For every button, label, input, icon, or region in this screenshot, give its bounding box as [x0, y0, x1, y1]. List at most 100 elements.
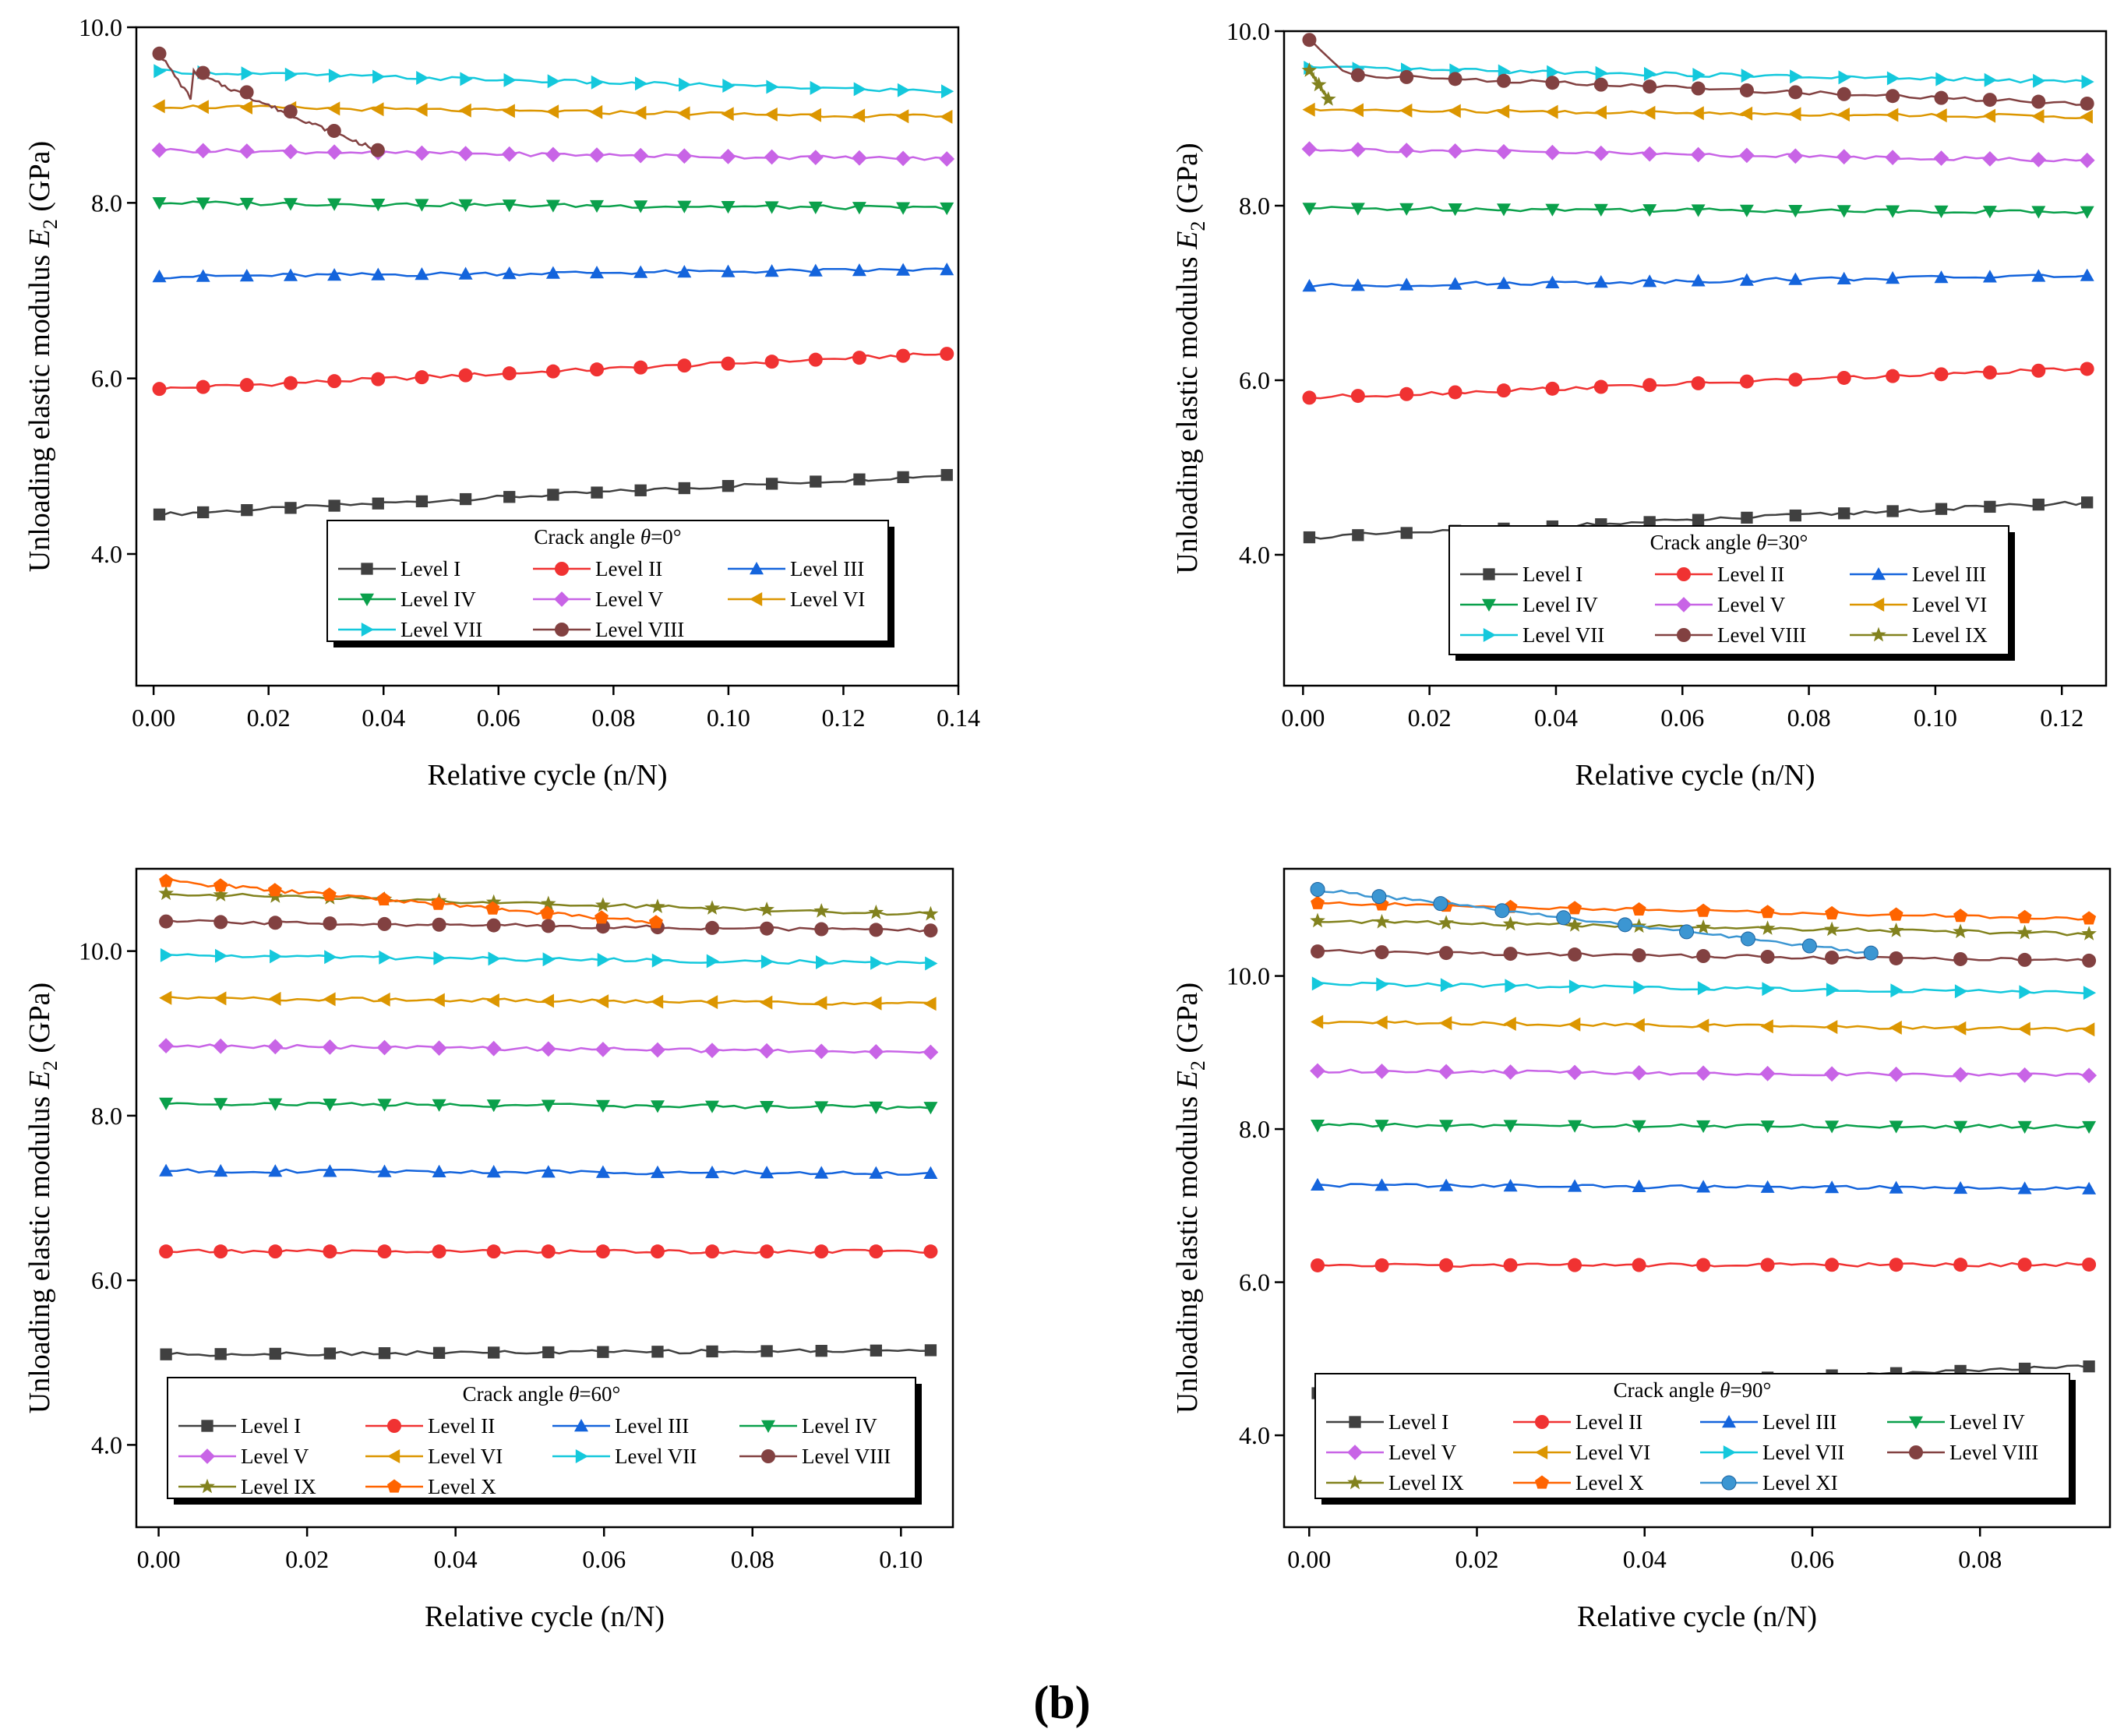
legend-label: Level VIII [1949, 1441, 2038, 1464]
data-point [1692, 68, 1706, 82]
data-point [323, 1244, 337, 1259]
x-tick-label: 0.14 [937, 704, 980, 732]
x-tick-label: 0.12 [2040, 704, 2083, 732]
data-point [2033, 73, 2046, 88]
data-point [759, 902, 774, 916]
legend-entry: Level VIII [739, 1445, 891, 1468]
data-point [1642, 79, 1657, 94]
data-point [940, 202, 954, 216]
data-point [328, 499, 340, 512]
data-point [1545, 381, 1560, 396]
data-point [153, 64, 167, 79]
y-tick-label: 10.0 [79, 937, 122, 965]
x-tick-label: 0.02 [247, 704, 291, 732]
data-point [486, 918, 501, 933]
data-point [1302, 33, 1317, 48]
data-point [706, 954, 719, 969]
legend-label: Level III [615, 1414, 689, 1438]
series-level-iii [1311, 1177, 2097, 1194]
data-point [1836, 108, 1850, 122]
data-point [485, 894, 502, 909]
data-point [1886, 89, 1900, 104]
data-point [1545, 203, 1560, 217]
legend-marker [1347, 1445, 1363, 1460]
data-point [1447, 143, 1463, 159]
data-point [371, 199, 386, 212]
data-point [152, 382, 167, 397]
data-point [284, 198, 298, 211]
data-point [896, 202, 911, 215]
data-point [2079, 152, 2095, 168]
data-point [283, 376, 298, 390]
data-point [501, 146, 517, 162]
data-point [1371, 889, 1387, 905]
data-point [1568, 1258, 1582, 1272]
data-point [1352, 529, 1364, 542]
data-point [1440, 978, 1454, 993]
legend-entry: Level IV [338, 587, 476, 611]
data-point [1787, 148, 1804, 164]
data-point [1886, 505, 1899, 517]
data-point [284, 67, 298, 82]
data-point [268, 991, 281, 1006]
data-point [486, 993, 499, 1007]
data-point [541, 993, 554, 1008]
data-point [152, 46, 167, 61]
data-point [159, 1244, 174, 1259]
x-tick-label: 0.08 [1787, 704, 1831, 732]
data-point [377, 1164, 392, 1177]
data-point [2082, 1022, 2095, 1037]
legend-label: Level IV [1522, 593, 1598, 616]
data-point [1311, 1258, 1325, 1272]
legend-entry: Level V [1655, 593, 1786, 616]
data-point [1593, 77, 1608, 92]
series-level-vi [1302, 102, 2093, 124]
data-point [1448, 203, 1462, 217]
legend-title: Crack angle θ=90° [1614, 1378, 1772, 1402]
data-point [766, 79, 779, 94]
series-level-ix [1310, 912, 2097, 940]
series-level-viii [1311, 944, 2097, 968]
legend-label: Level VI [428, 1445, 503, 1468]
data-point [541, 1099, 556, 1113]
data-point [704, 900, 720, 915]
data-point [1374, 1015, 1388, 1030]
data-point [488, 951, 501, 966]
data-point [1790, 69, 1803, 84]
data-point [1886, 71, 1900, 86]
data-point [940, 468, 953, 482]
data-point [159, 1163, 174, 1177]
legend-label: Level III [1912, 563, 1986, 586]
data-point [2080, 362, 2094, 376]
data-point [590, 266, 604, 279]
data-point [1448, 104, 1461, 118]
data-point [1935, 72, 1949, 86]
data-point [868, 904, 884, 919]
data-point [1934, 90, 1949, 105]
series-level-ii [159, 1244, 938, 1259]
series-level-i [160, 1344, 937, 1360]
data-point [1497, 203, 1511, 217]
data-point [764, 107, 778, 122]
legend-marker [1483, 628, 1496, 642]
series-level-x [159, 873, 663, 929]
data-point [2081, 75, 2094, 89]
data-point [1741, 511, 1753, 524]
data-point [814, 922, 829, 937]
legend-marker [1347, 1474, 1363, 1490]
data-point [1759, 920, 1776, 935]
figure-label: (b) [1033, 1677, 1090, 1728]
data-point [651, 1100, 665, 1113]
legend-entry: Level VIII [533, 618, 684, 641]
data-point [213, 991, 227, 1006]
data-point [1632, 1018, 1645, 1032]
data-point [897, 471, 909, 484]
data-point [540, 895, 556, 911]
data-point [1741, 69, 1754, 83]
data-point [1399, 69, 1414, 84]
legend-marker [554, 591, 570, 607]
data-point [547, 74, 560, 89]
data-point [924, 1344, 937, 1357]
legend-label: Level VII [615, 1445, 697, 1468]
data-point [1739, 147, 1755, 164]
